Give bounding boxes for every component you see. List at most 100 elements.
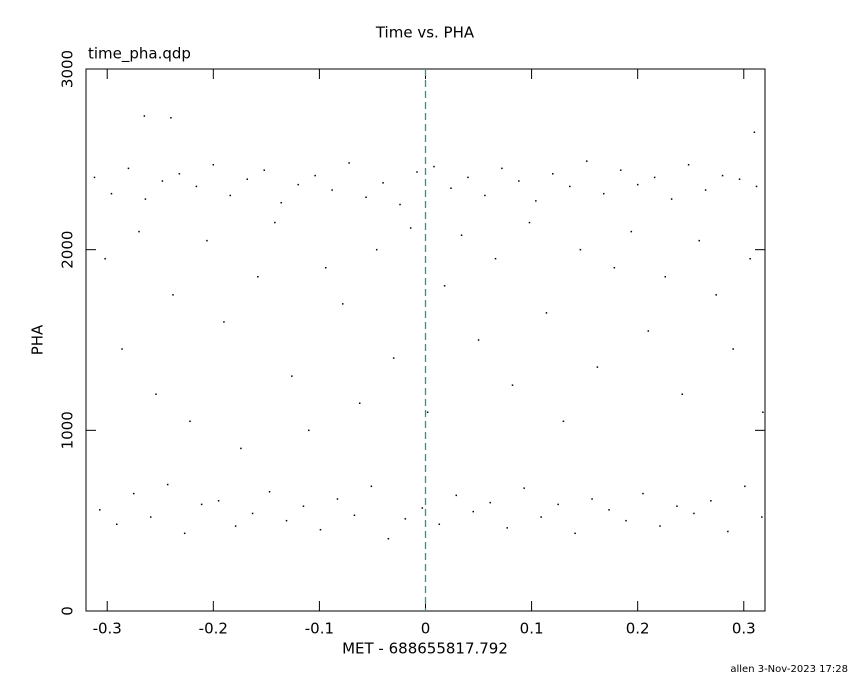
point — [166, 483, 169, 486]
point — [738, 178, 741, 180]
point — [121, 348, 123, 350]
point — [501, 167, 503, 170]
point — [392, 357, 395, 359]
point — [144, 198, 147, 200]
point — [399, 203, 401, 206]
point — [257, 276, 259, 278]
point — [143, 115, 146, 117]
point — [161, 180, 164, 182]
x-axis-label: MET - 688655817.792 — [342, 640, 508, 658]
point — [308, 429, 310, 432]
point — [460, 234, 463, 236]
x-tick-label: 0.1 — [520, 620, 544, 638]
point — [630, 230, 633, 233]
point — [443, 285, 446, 287]
point — [602, 192, 605, 195]
point — [613, 266, 616, 269]
point — [382, 182, 384, 184]
point — [251, 512, 254, 515]
point — [450, 187, 452, 189]
point — [170, 117, 172, 119]
point — [370, 485, 373, 488]
point — [200, 503, 203, 506]
point — [552, 173, 554, 175]
point — [234, 525, 237, 527]
point — [132, 492, 135, 495]
x-tick-label: 0.2 — [626, 620, 650, 638]
point — [753, 131, 756, 133]
point — [149, 516, 152, 518]
point — [591, 498, 593, 500]
point — [416, 171, 418, 173]
point — [189, 420, 191, 423]
point — [710, 500, 712, 502]
point — [608, 509, 610, 511]
point — [664, 276, 667, 278]
point — [314, 174, 316, 177]
point — [93, 176, 96, 179]
point — [647, 330, 650, 332]
point — [749, 257, 751, 260]
point — [341, 303, 344, 305]
x-tick-label: -0.2 — [199, 620, 228, 638]
point — [472, 510, 474, 513]
point — [727, 530, 729, 533]
point — [670, 198, 673, 200]
point — [297, 183, 299, 186]
chart-title: Time vs. PHA — [375, 24, 475, 42]
point — [715, 294, 717, 296]
point — [545, 312, 548, 314]
point — [325, 266, 327, 269]
point — [698, 239, 700, 242]
x-tick-label: 0 — [421, 620, 431, 638]
point — [421, 507, 424, 509]
point — [732, 348, 734, 350]
y-axis-label: PHA — [29, 324, 47, 355]
point — [274, 221, 276, 224]
point — [676, 505, 678, 507]
point — [268, 491, 271, 493]
y-tick-label: 0 — [59, 606, 77, 616]
point — [285, 519, 288, 522]
point — [518, 180, 520, 182]
point — [375, 248, 378, 251]
point — [693, 512, 695, 515]
point — [562, 420, 565, 423]
chart-subtitle: time_pha.qdp — [88, 45, 191, 64]
point — [619, 169, 622, 171]
point — [625, 519, 627, 522]
point — [523, 487, 525, 489]
point — [477, 339, 480, 341]
point — [596, 366, 599, 368]
point — [762, 411, 764, 414]
point — [455, 494, 458, 497]
x-tick-label: -0.1 — [305, 620, 334, 638]
point — [744, 485, 746, 488]
point — [489, 501, 491, 504]
point — [511, 384, 514, 386]
point — [755, 185, 758, 188]
point — [280, 201, 282, 204]
point — [569, 185, 571, 188]
point — [494, 257, 497, 260]
x-tick-label: -0.3 — [93, 620, 122, 638]
point — [246, 178, 249, 180]
point — [704, 189, 707, 191]
point — [172, 294, 174, 296]
point — [195, 185, 198, 188]
point — [240, 447, 242, 450]
point — [358, 402, 361, 404]
point — [319, 528, 322, 531]
point — [110, 192, 113, 195]
point — [348, 162, 350, 164]
point — [586, 160, 588, 162]
point — [116, 523, 118, 526]
point — [659, 525, 661, 527]
point — [653, 176, 656, 179]
point — [528, 221, 531, 224]
point — [302, 505, 305, 507]
point — [336, 498, 339, 500]
point — [229, 194, 232, 197]
point — [183, 532, 186, 535]
